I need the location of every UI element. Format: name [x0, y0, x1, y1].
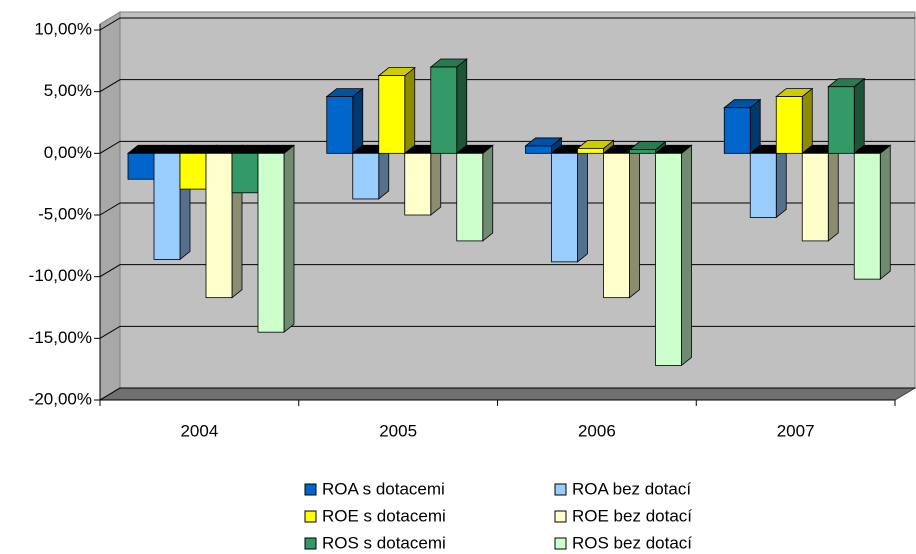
bar-side: [577, 144, 588, 263]
x-tick-label: 2006: [578, 421, 616, 440]
bar-front: [231, 152, 259, 194]
bar: [325, 87, 364, 155]
side-wall: [99, 11, 121, 401]
bar: [775, 87, 814, 155]
bar: [628, 140, 667, 155]
legend-label: ROE bez dotací: [572, 506, 692, 525]
grid-line: [99, 17, 915, 31]
bar-front: [430, 66, 458, 154]
bar-side: [681, 144, 692, 367]
legend-label: ROA bez dotací: [572, 479, 691, 498]
grid-line: [99, 325, 915, 339]
bar-side: [430, 144, 442, 216]
bar-side: [775, 144, 787, 219]
legend-swatch: [304, 537, 317, 550]
floor: [98, 387, 916, 401]
bar: [429, 58, 468, 155]
bar: [576, 139, 615, 155]
legend-label: ROE s dotacemi: [322, 506, 446, 525]
legend-swatch: [554, 537, 567, 550]
bar-front: [525, 145, 552, 154]
bar-front: [456, 152, 484, 242]
bar-front: [551, 152, 578, 263]
grid-line: [99, 264, 915, 278]
grid-line: [99, 202, 915, 216]
y-tick-label: 10,00%: [34, 19, 92, 38]
bar-side: [456, 58, 468, 155]
y-tick-label: -15,00%: [29, 328, 92, 347]
y-tick-label: -20,00%: [29, 389, 92, 408]
bar-front: [404, 152, 432, 216]
y-tick-label: 5,00%: [44, 81, 92, 100]
y-tick-label: 0,00%: [44, 143, 92, 162]
legend-swatch: [304, 510, 317, 523]
legend-label: ROA s dotacemi: [322, 479, 445, 498]
bar-front: [827, 86, 855, 154]
bar-front: [853, 152, 881, 280]
grid-line: [99, 387, 915, 401]
bar: [152, 144, 192, 261]
bar-front: [127, 152, 155, 180]
bar: [455, 144, 494, 242]
bar: [403, 144, 442, 216]
legend-swatch: [554, 483, 567, 496]
x-tick-label: 2007: [777, 421, 815, 440]
bar-front: [378, 75, 406, 154]
bar: [256, 144, 296, 333]
y-tick-label: -5,00%: [38, 204, 92, 223]
x-tick-label: 2005: [379, 421, 417, 440]
bar: [524, 137, 563, 155]
bar-front: [655, 152, 682, 366]
bar: [853, 144, 892, 280]
bar: [723, 98, 762, 155]
grid-line: [99, 79, 915, 93]
bar-side: [629, 144, 640, 299]
bar: [351, 144, 390, 200]
bar-front: [352, 152, 380, 200]
bar: [602, 144, 641, 299]
bar-front: [179, 152, 207, 190]
bar-side: [801, 87, 813, 155]
bar-front: [205, 152, 233, 299]
legend-swatch: [304, 483, 317, 496]
bar-front: [326, 96, 354, 154]
bar-front: [801, 152, 829, 242]
bar-front: [603, 152, 630, 299]
bar-front: [257, 152, 285, 333]
bar-front: [749, 152, 777, 218]
bar-side: [404, 66, 416, 155]
bar: [801, 144, 840, 242]
bar-front: [723, 107, 751, 154]
bar-front: [153, 152, 181, 260]
bar-side: [283, 144, 295, 333]
y-tick-label: -10,00%: [29, 266, 92, 285]
legend-label: ROS s dotacemi: [322, 533, 446, 552]
bar-side: [853, 77, 865, 155]
bar: [827, 77, 866, 155]
bar: [654, 144, 693, 367]
bar-front: [629, 149, 656, 154]
bar: [550, 144, 589, 263]
bar-side: [749, 98, 761, 155]
bar-side: [827, 144, 839, 242]
x-tick-label: 2004: [180, 421, 218, 440]
bar-front: [577, 147, 604, 154]
legend-swatch: [554, 510, 567, 523]
bar: [749, 144, 788, 219]
bar: [377, 66, 416, 155]
legend-label: ROS bez dotací: [572, 533, 692, 552]
bar-front: [775, 96, 803, 154]
bar-side: [352, 87, 364, 155]
bar-side: [482, 144, 494, 242]
bar-side: [879, 144, 891, 280]
